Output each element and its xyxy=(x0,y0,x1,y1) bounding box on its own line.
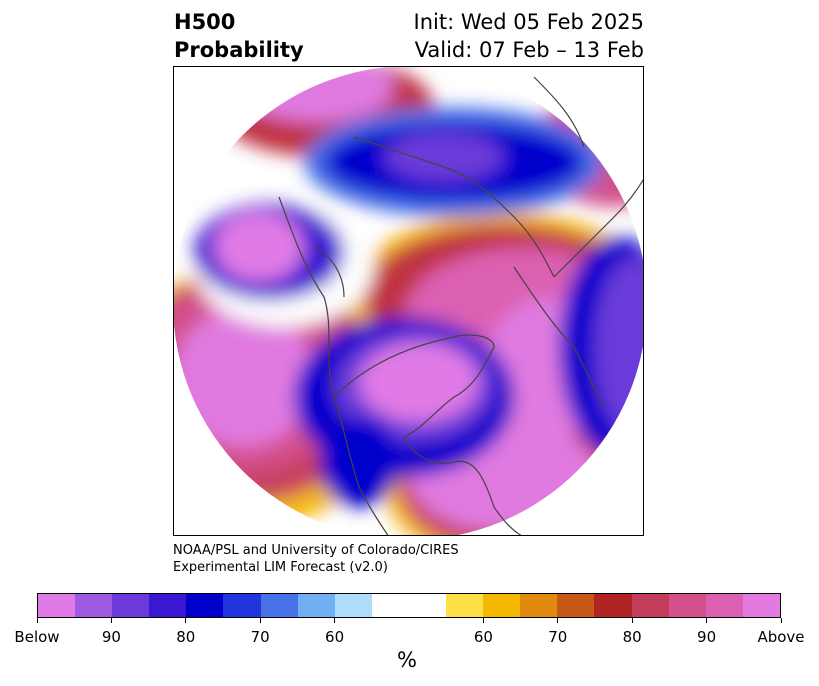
colorbar-tick-label: 70 xyxy=(548,628,568,646)
colorbar-cell xyxy=(594,594,632,617)
colorbar-tick-label: 70 xyxy=(250,628,270,646)
colorbar-tick-label: 80 xyxy=(176,628,196,646)
probability-field xyxy=(174,67,643,535)
map-title: H500 Probability xyxy=(174,8,304,64)
colorbar-cell xyxy=(483,594,521,617)
coastlines xyxy=(278,76,643,535)
colorbar-tick-mark xyxy=(706,618,708,623)
colorbar-cell xyxy=(186,594,224,617)
colorbar-cell xyxy=(75,594,113,617)
colorbar-cell xyxy=(371,594,409,617)
colorbar-cell xyxy=(446,594,484,617)
colorbar-cell xyxy=(520,594,558,617)
colorbar-tick-label: 90 xyxy=(697,628,717,646)
credit-line-2: Experimental LIM Forecast (v2.0) xyxy=(173,560,388,575)
colorbar-cell xyxy=(112,594,150,617)
colorbar-cell xyxy=(408,594,447,617)
title-type: Probability xyxy=(174,38,304,62)
credit-text: NOAA/PSL and University of Colorado/CIRE… xyxy=(173,542,459,576)
colorbar-tick-label: 80 xyxy=(622,628,642,646)
colorbar-tick-mark xyxy=(780,618,782,623)
colorbar-cell xyxy=(631,594,669,617)
colorbar-tick-mark xyxy=(631,618,633,623)
colorbar-tick-mark xyxy=(482,618,484,623)
colorbar-unit: % xyxy=(397,648,417,672)
forecast-dates: Init: Wed 05 Feb 2025 Valid: 07 Feb – 13… xyxy=(414,8,644,64)
credit-line-1: NOAA/PSL and University of Colorado/CIRE… xyxy=(173,543,459,558)
colorbar xyxy=(37,593,781,618)
valid-range: Valid: 07 Feb – 13 Feb xyxy=(414,38,644,62)
colorbar-cell xyxy=(149,594,187,617)
colorbar-tick-mark xyxy=(334,618,336,623)
colorbar-cell xyxy=(334,594,372,617)
colorbar-tick-label: 90 xyxy=(101,628,121,646)
colorbar-cell xyxy=(297,594,335,617)
colorbar-cell xyxy=(742,594,780,617)
probability-map xyxy=(173,66,644,536)
colorbar-tick-label: Below xyxy=(14,628,60,646)
colorbar-cell xyxy=(223,594,261,617)
title-variable: H500 xyxy=(174,10,236,34)
init-date: Init: Wed 05 Feb 2025 xyxy=(413,10,644,34)
colorbar-cell xyxy=(260,594,298,617)
colorbar-tick-label: Above xyxy=(757,628,805,646)
colorbar-tick-mark xyxy=(36,618,38,623)
colorbar-tick-label: 60 xyxy=(325,628,345,646)
colorbar-cell xyxy=(557,594,595,617)
colorbar-tick-mark xyxy=(557,618,559,623)
colorbar-tick-mark xyxy=(259,618,261,623)
colorbar-tick-mark xyxy=(185,618,187,623)
colorbar-tick-mark xyxy=(110,618,112,623)
map-canvas xyxy=(174,67,643,535)
colorbar-cell xyxy=(705,594,743,617)
colorbar-cell xyxy=(38,594,76,617)
colorbar-cell xyxy=(668,594,706,617)
colorbar-tick-label: 60 xyxy=(473,628,493,646)
